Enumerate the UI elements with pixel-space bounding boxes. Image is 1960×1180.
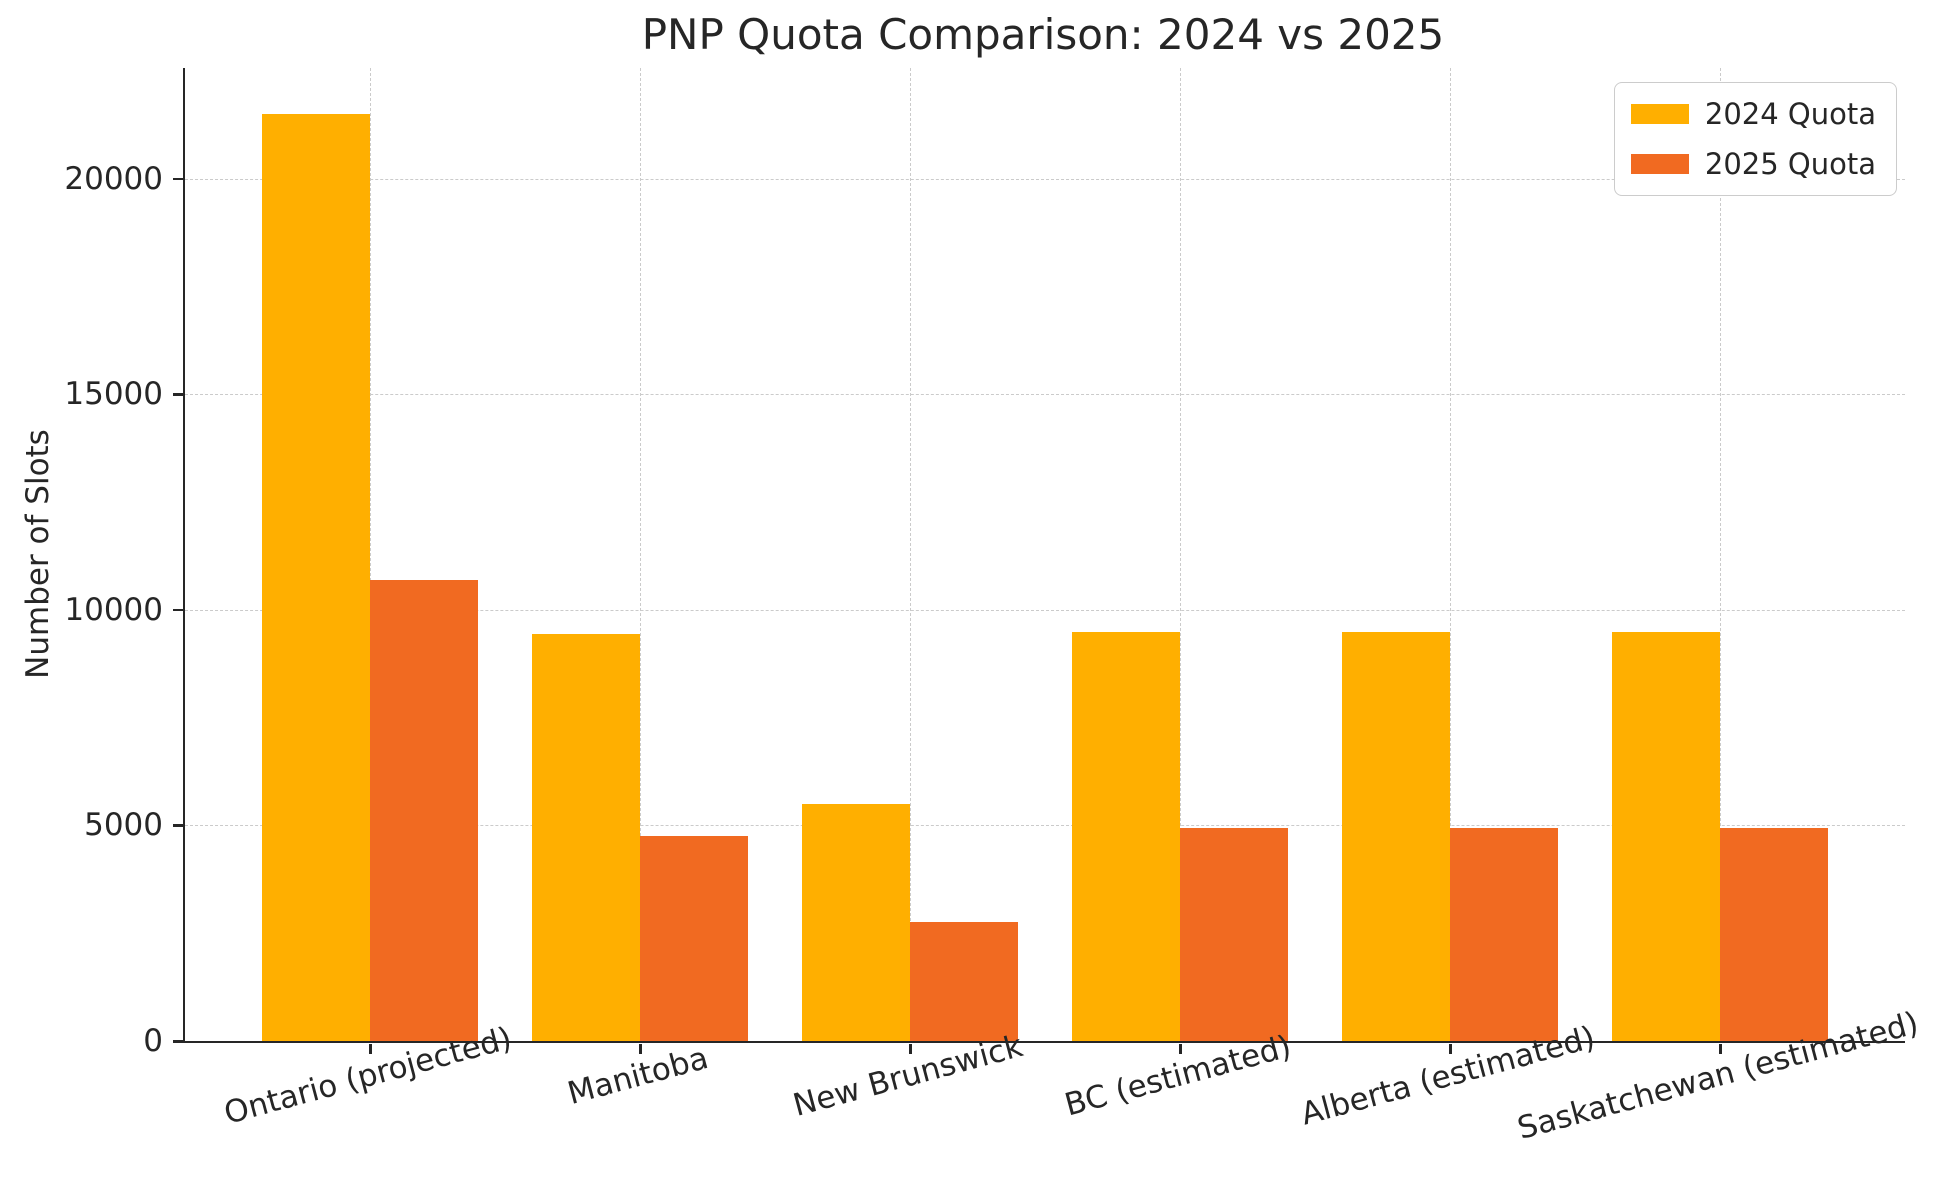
- y-tick-mark: [173, 177, 183, 181]
- bar-2025-quota: [1720, 827, 1828, 1041]
- legend-swatch: [1630, 154, 1689, 174]
- vertical-gridline: [910, 68, 911, 1041]
- y-tick-label: 5000: [84, 807, 163, 844]
- vertical-gridline: [1450, 68, 1451, 1041]
- x-tick-mark: [1449, 1044, 1452, 1054]
- horizontal-gridline: [185, 394, 1905, 396]
- bar-2024-quota: [802, 803, 910, 1041]
- legend-label: 2025 Quota: [1704, 147, 1876, 181]
- bar-2025-quota: [910, 922, 1018, 1041]
- legend-label: 2024 Quota: [1704, 97, 1876, 131]
- y-axis-label: Number of Slots: [20, 429, 56, 679]
- bar-2025-quota: [640, 836, 748, 1041]
- legend-swatch: [1630, 104, 1689, 124]
- bar-2024-quota: [1342, 631, 1450, 1041]
- y-tick-label: 0: [143, 1023, 163, 1059]
- horizontal-gridline: [185, 825, 1905, 827]
- x-tick-mark: [1719, 1044, 1722, 1054]
- vertical-gridline: [1180, 68, 1181, 1041]
- x-tick-mark: [639, 1044, 642, 1054]
- bar-2024-quota: [1612, 631, 1720, 1041]
- y-tick-mark: [173, 393, 183, 396]
- bar-2025-quota: [370, 579, 478, 1041]
- x-tick-mark: [1179, 1044, 1182, 1054]
- legend-item: 2024 Quota: [1630, 97, 1876, 131]
- y-tick-label: 15000: [64, 376, 163, 413]
- y-tick-mark: [173, 1040, 183, 1043]
- bar-2024-quota: [262, 114, 370, 1041]
- plot-area: 2024 Quota 2025 Quota 0 5000 10000 15000 2000…: [64, 68, 1905, 1059]
- bar-2024-quota: [532, 633, 640, 1041]
- y-tick-label: 20000: [64, 160, 163, 197]
- legend-item: 2025 Quota: [1630, 147, 1876, 181]
- vertical-gridline: [640, 68, 641, 1041]
- horizontal-gridline: [185, 609, 1905, 611]
- y-tick-mark: [173, 608, 183, 612]
- y-tick-mark: [173, 824, 183, 827]
- horizontal-gridline: [185, 178, 1905, 180]
- bar-2025-quota: [1450, 827, 1558, 1041]
- bar-2024-quota: [1072, 631, 1180, 1041]
- legend: 2024 Quota 2025 Quota: [1613, 82, 1897, 196]
- y-tick-label: 10000: [64, 591, 163, 628]
- bar-2025-quota: [1180, 827, 1288, 1041]
- x-category-label: Manitoba: [563, 1040, 713, 1112]
- x-axis-labels: Ontario (projected) Manitoba New Brunswick…: [0, 1005, 1960, 1180]
- x-tick-mark: [369, 1044, 372, 1054]
- chart-title: PNP Quota Comparison: 2024 vs 2025: [641, 10, 1445, 59]
- vertical-gridline: [1720, 68, 1721, 1041]
- x-tick-mark: [909, 1044, 912, 1054]
- vertical-gridline: [370, 68, 371, 1041]
